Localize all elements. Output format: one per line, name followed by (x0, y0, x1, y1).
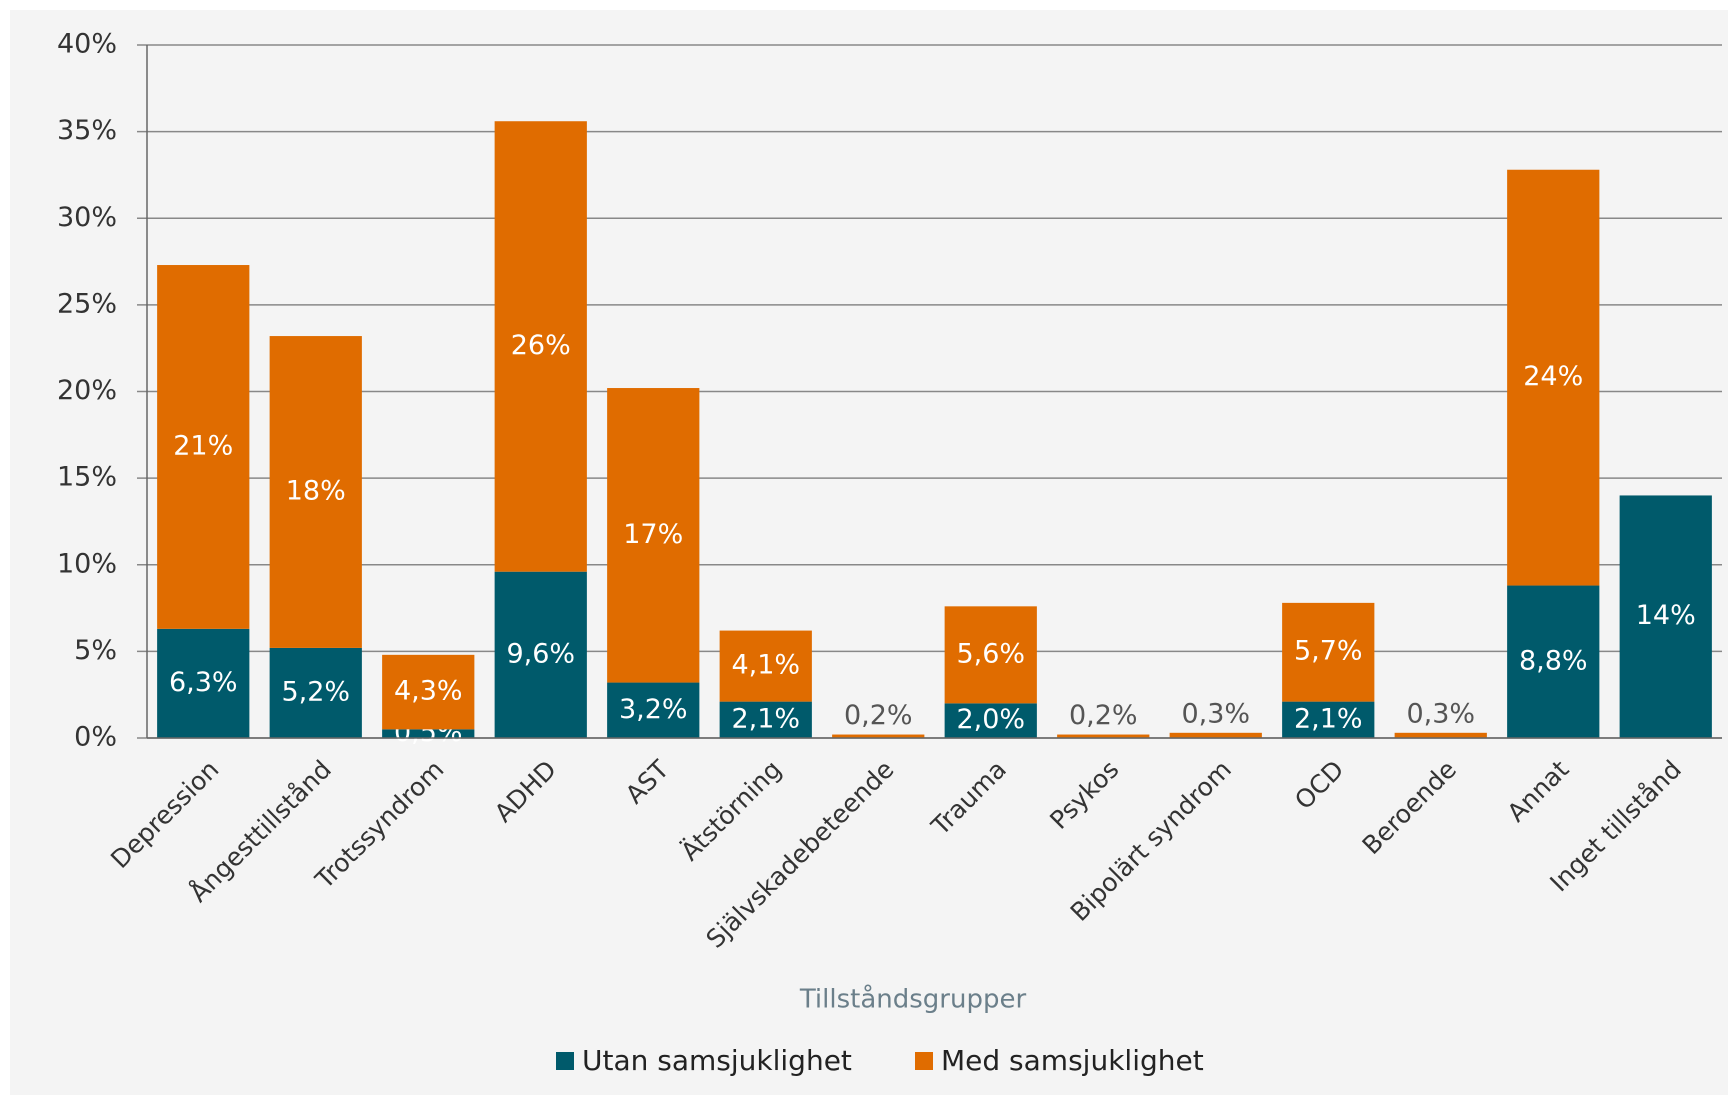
data-label: 8,8% (1519, 645, 1588, 676)
data-label: 18% (286, 475, 346, 506)
legend-swatch (556, 1052, 574, 1070)
data-label: 4,3% (394, 676, 463, 707)
y-tick-label: 15% (57, 462, 117, 493)
bar-segment (1057, 734, 1150, 738)
data-label: 0,3% (1406, 698, 1475, 729)
data-label: 5,2% (281, 676, 350, 707)
data-label: 0,2% (844, 700, 913, 731)
legend-label: Utan samsjuklighet (582, 1044, 852, 1077)
data-label: 14% (1636, 600, 1696, 631)
data-label: 9,6% (506, 638, 575, 669)
y-tick-label: 0% (74, 722, 117, 753)
bar-segment (607, 388, 700, 683)
bar-segment (1394, 732, 1487, 738)
y-tick-label: 40% (57, 29, 117, 60)
bar-segment (1619, 495, 1712, 738)
y-tick-label: 10% (57, 548, 117, 579)
bar-segment (607, 682, 700, 738)
x-axis-title: Tillståndsgrupper (799, 984, 1027, 1015)
bar-segment (1169, 732, 1262, 738)
bar-segment (157, 265, 250, 629)
data-label: 26% (511, 330, 571, 361)
data-label: 17% (623, 519, 683, 550)
data-label: 5,6% (956, 638, 1025, 669)
bar-segment (494, 571, 587, 738)
y-tick-label: 35% (57, 115, 117, 146)
bar-segment (382, 654, 475, 730)
data-label: 3,2% (619, 694, 688, 725)
bar-segment (494, 121, 587, 572)
data-label: 5,7% (1294, 636, 1363, 667)
bar-segment (1507, 585, 1600, 738)
background (10, 10, 1728, 1095)
bar-segment (944, 606, 1037, 704)
data-label: 2,0% (956, 704, 1025, 735)
data-label: 24% (1523, 361, 1583, 392)
y-tick-label: 20% (57, 375, 117, 406)
bar-segment (719, 701, 812, 738)
bar-segment (1507, 169, 1600, 586)
data-label: 2,1% (731, 703, 800, 734)
data-label: 0,2% (1069, 700, 1138, 731)
bar-segment (832, 734, 925, 738)
bar-segment (269, 336, 362, 648)
data-label: 4,1% (731, 650, 800, 681)
bar-segment (382, 729, 475, 738)
bar-segment (1282, 701, 1375, 738)
bar-segment (1282, 602, 1375, 702)
bar-segment (719, 630, 812, 702)
bar-segment (157, 628, 250, 738)
legend-label: Med samsjuklighet (941, 1044, 1204, 1077)
legend-swatch (915, 1052, 933, 1070)
data-label: 2,1% (1294, 703, 1363, 734)
data-label: 6,3% (169, 667, 238, 698)
data-label: 21% (173, 430, 233, 461)
data-label: 0,3% (1181, 698, 1250, 729)
bar-segment (269, 647, 362, 738)
y-tick-label: 25% (57, 288, 117, 319)
y-tick-label: 5% (74, 635, 117, 666)
y-tick-label: 30% (57, 202, 117, 233)
bar-segment (944, 703, 1037, 738)
